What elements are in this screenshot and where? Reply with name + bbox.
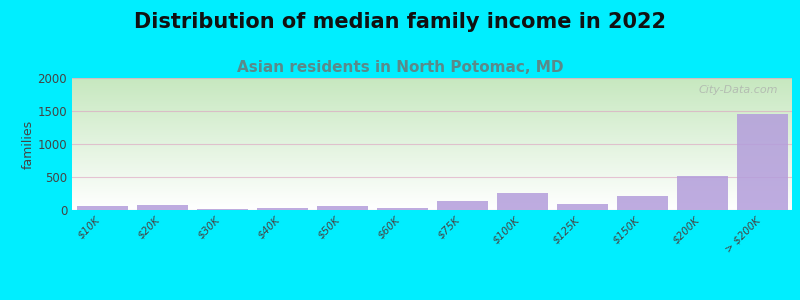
Bar: [677, 176, 727, 210]
Text: Distribution of median family income in 2022: Distribution of median family income in …: [134, 12, 666, 32]
Bar: [197, 209, 247, 210]
Y-axis label: families: families: [22, 119, 34, 169]
Bar: [737, 114, 787, 210]
Bar: [617, 196, 667, 210]
Bar: [257, 208, 307, 210]
Text: City-Data.com: City-Data.com: [698, 85, 778, 94]
Text: Asian residents in North Potomac, MD: Asian residents in North Potomac, MD: [237, 60, 563, 75]
Bar: [137, 205, 187, 210]
Bar: [317, 206, 367, 210]
Bar: [377, 208, 427, 210]
Bar: [77, 206, 127, 210]
Bar: [497, 193, 547, 210]
Bar: [437, 201, 487, 210]
Bar: [557, 204, 607, 210]
